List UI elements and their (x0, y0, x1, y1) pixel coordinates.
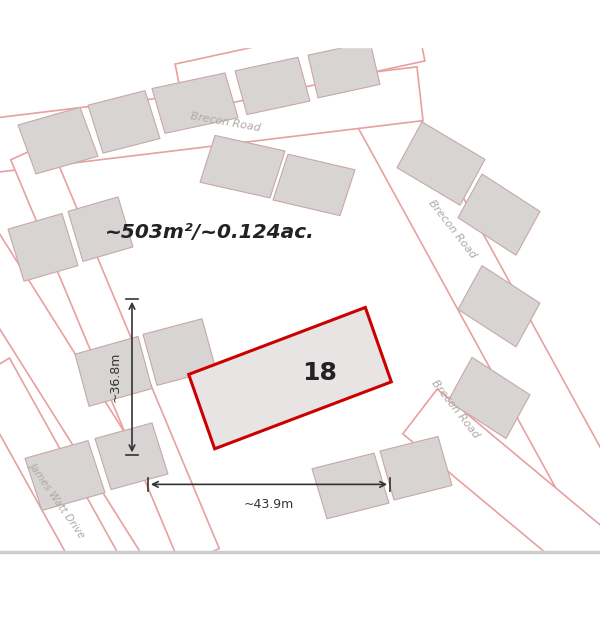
Polygon shape (8, 214, 78, 281)
Polygon shape (458, 266, 540, 347)
Polygon shape (68, 197, 133, 261)
Polygon shape (380, 436, 452, 500)
Polygon shape (25, 441, 105, 511)
Polygon shape (403, 389, 600, 601)
Text: co-ordinates) are subject to Crown copyright and database rights 2023 Ordnance S: co-ordinates) are subject to Crown copyr… (12, 598, 415, 607)
Polygon shape (0, 67, 423, 173)
Polygon shape (188, 308, 391, 449)
Text: ~503m²/~0.124ac.: ~503m²/~0.124ac. (105, 222, 315, 242)
Polygon shape (448, 357, 530, 439)
Polygon shape (18, 107, 98, 174)
Text: Map shows position and indicative extent of the property.: Map shows position and indicative extent… (120, 29, 480, 42)
Polygon shape (11, 142, 219, 566)
Text: Brecon Road: Brecon Road (429, 378, 481, 441)
Text: 18: 18 (302, 361, 337, 385)
Polygon shape (200, 136, 285, 198)
Polygon shape (0, 220, 201, 582)
Text: James Watt Drive: James Watt Drive (28, 461, 88, 539)
Text: 18, BRECON ROAD, BIRMINGHAM, B20 3RN: 18, BRECON ROAD, BIRMINGHAM, B20 3RN (117, 6, 483, 21)
Text: 100026316.: 100026316. (12, 611, 67, 620)
Polygon shape (273, 154, 355, 216)
Polygon shape (308, 42, 380, 98)
Polygon shape (75, 336, 152, 406)
Polygon shape (0, 358, 119, 579)
Polygon shape (175, 12, 425, 113)
Text: Brecon Road: Brecon Road (426, 198, 478, 260)
Polygon shape (312, 453, 389, 519)
Polygon shape (88, 91, 160, 153)
Polygon shape (458, 174, 540, 255)
Text: Contains OS data © Crown copyright and database right 2021. This information is : Contains OS data © Crown copyright and d… (12, 559, 420, 568)
Text: ~36.8m: ~36.8m (109, 352, 122, 402)
Text: HM Land Registry. The polygons (including the associated geometry, namely x, y: HM Land Registry. The polygons (includin… (12, 585, 379, 594)
Polygon shape (95, 423, 168, 489)
Polygon shape (152, 73, 238, 133)
Text: ~43.9m: ~43.9m (244, 498, 294, 511)
Text: to Crown copyright and database rights 2023 and is reproduced with the permissio: to Crown copyright and database rights 2… (12, 572, 406, 581)
Polygon shape (143, 319, 216, 386)
Polygon shape (397, 122, 485, 205)
Polygon shape (235, 58, 310, 114)
Polygon shape (345, 74, 600, 541)
Text: Brecon Road: Brecon Road (189, 111, 261, 133)
